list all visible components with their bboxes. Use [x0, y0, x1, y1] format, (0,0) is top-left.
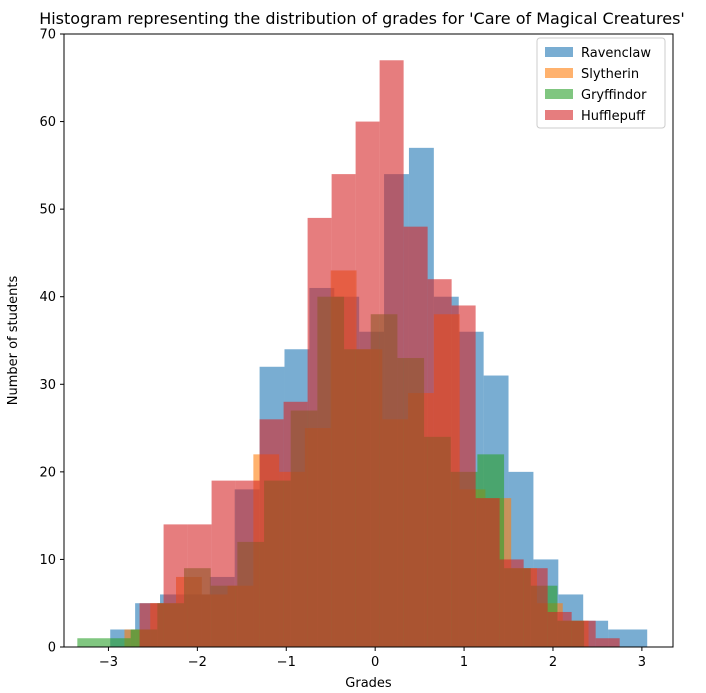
bar-hufflepuff [187, 524, 212, 647]
legend-label: Hufflepuff [581, 109, 646, 124]
x-tick-label: 3 [638, 655, 646, 670]
bar-hufflepuff [379, 60, 404, 648]
x-tick-label: 1 [460, 655, 468, 670]
y-tick-label: 60 [39, 115, 56, 130]
legend-item: Gryffindor [545, 88, 647, 103]
legend-swatch [545, 68, 573, 78]
bar-hufflepuff [307, 217, 332, 647]
x-axis-label: Grades [345, 676, 392, 691]
bars-layer [77, 60, 648, 648]
legend-label: Gryffindor [581, 88, 647, 103]
bar-hufflepuff [283, 401, 308, 647]
legend-label: Ravenclaw [581, 46, 651, 61]
x-tick-label: 0 [371, 655, 379, 670]
legend-item: Slytherin [545, 67, 639, 82]
bar-hufflepuff [451, 305, 476, 647]
y-tick-label: 70 [39, 28, 56, 43]
y-tick-label: 0 [48, 641, 56, 656]
x-tick-label: −3 [99, 655, 118, 670]
x-tick-label: −1 [277, 655, 296, 670]
y-tick-label: 20 [39, 465, 56, 480]
bar-hufflepuff [427, 279, 452, 647]
bar-gryffindor [77, 638, 105, 647]
legend-item: Ravenclaw [545, 46, 651, 61]
bar-hufflepuff [475, 498, 500, 647]
y-tick-label: 30 [39, 378, 56, 393]
chart-title: Histogram representing the distribution … [39, 9, 685, 28]
bar-hufflepuff [547, 611, 572, 647]
y-tick-label: 10 [39, 553, 56, 568]
legend-label: Slytherin [581, 67, 639, 82]
bar-hufflepuff [403, 226, 428, 647]
legend-swatch [545, 89, 573, 99]
plot-frame [63, 33, 674, 648]
legend-item: Hufflepuff [545, 109, 646, 124]
bar-hufflepuff [331, 174, 356, 647]
bar-hufflepuff [523, 568, 548, 647]
legend-swatch [545, 47, 573, 57]
bar-hufflepuff [499, 559, 524, 647]
y-axis-label: Number of students [6, 276, 21, 406]
x-tick-label: −2 [188, 655, 207, 670]
bar-hufflepuff [571, 620, 596, 647]
bar-hufflepuff [235, 480, 260, 647]
series-hufflepuff [139, 60, 620, 648]
bar-hufflepuff [355, 121, 380, 648]
legend-swatch [545, 110, 573, 120]
x-tick-label: 2 [549, 655, 557, 670]
legend-box [536, 37, 666, 129]
bar-hufflepuff [163, 524, 188, 647]
bar-hufflepuff [211, 480, 236, 647]
y-tick-label: 50 [39, 203, 56, 218]
bar-hufflepuff [139, 603, 164, 647]
bar-gryffindor [104, 638, 131, 647]
bar-hufflepuff [259, 419, 284, 647]
y-tick-label: 40 [39, 290, 56, 305]
legend: Ravenclaw Slytherin Gryffindor Hufflepuff [536, 37, 666, 129]
bar-hufflepuff [595, 638, 620, 647]
